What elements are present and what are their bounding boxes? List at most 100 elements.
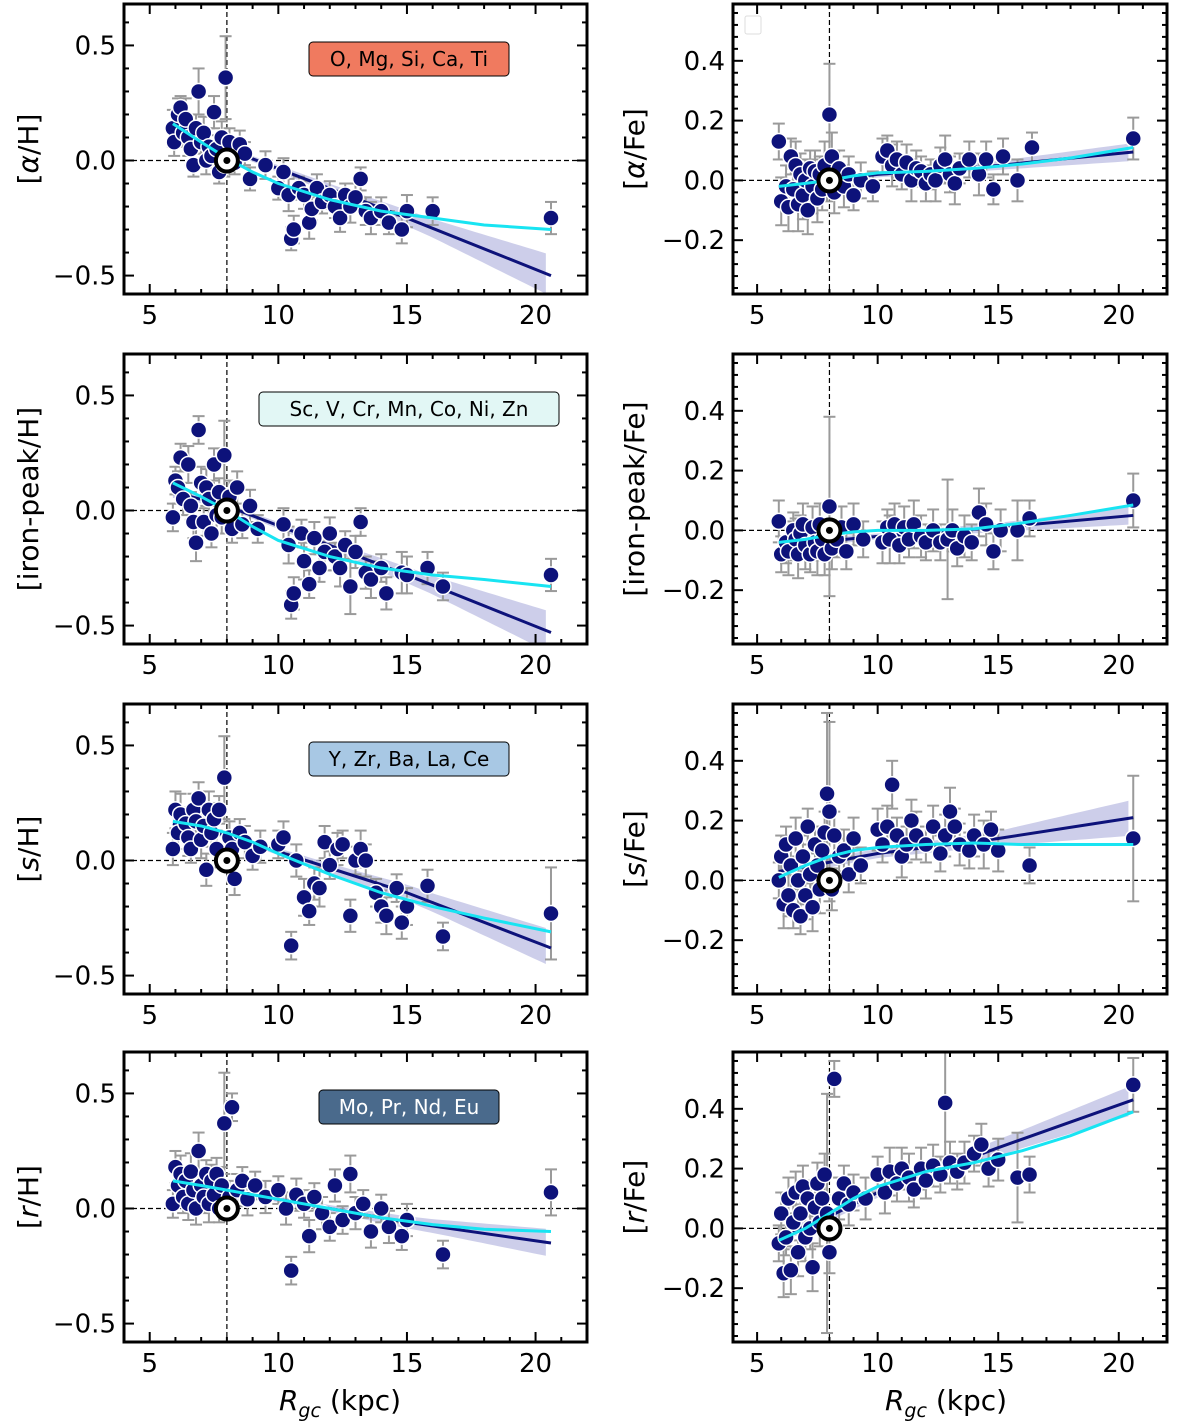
svg-text:Rgc (kpc): Rgc (kpc) <box>279 1384 401 1422</box>
y-tick-label: 0.5 <box>75 731 116 761</box>
sun-center <box>223 157 231 165</box>
x-tick-label: 20 <box>519 1349 552 1379</box>
data-point <box>772 1204 790 1223</box>
x-tick-label: 20 <box>519 1001 552 1031</box>
y-tick-label: −0.5 <box>53 262 116 292</box>
data-point <box>844 829 863 848</box>
data-point <box>285 220 303 239</box>
data-point <box>310 879 329 897</box>
data-point <box>905 1180 923 1199</box>
data-point <box>941 802 959 821</box>
plot-area <box>124 1052 587 1342</box>
data-point <box>341 906 360 925</box>
data-point <box>936 150 954 169</box>
x-tick-label: 20 <box>1102 651 1135 681</box>
y-axis-label-prefix: [ <box>618 877 651 888</box>
sun-symbol <box>213 1195 240 1222</box>
data-point <box>779 886 798 905</box>
data-point <box>215 1114 234 1133</box>
sun-center <box>825 876 833 884</box>
y-axis-label-suffix: /Fe] <box>618 810 651 862</box>
smooth-fit-line <box>778 503 1134 544</box>
panel-r_h: 5 10 15 20 −0.5 0.0 0.5 [r/H] Mo, Pr, Nd, Eu <box>12 1050 589 1379</box>
smooth-fit-line <box>172 1179 552 1234</box>
data-point <box>1023 138 1041 157</box>
data-point <box>274 828 293 847</box>
data-point <box>393 1227 411 1245</box>
y-axis-label-prefix: [ <box>618 179 651 190</box>
panel-ironpeak_fe: 5 10 15 20 −0.2 0.0 0.2 0.4 [iron-peak/Fe] <box>618 352 1169 681</box>
data-point <box>256 156 275 174</box>
plot-area <box>733 354 1167 644</box>
data-point <box>936 1094 954 1112</box>
element-group-label-text: Y, Zr, Ba, La, Ce <box>328 747 490 771</box>
data-point <box>542 566 560 584</box>
data-point <box>197 860 216 879</box>
data-point <box>182 1162 200 1181</box>
data-point <box>825 1070 844 1088</box>
data-point <box>794 847 812 866</box>
y-axis-label: [iron-peak/Fe] <box>618 401 651 596</box>
y-axis-label-prefix: [ <box>618 1223 651 1234</box>
panel-alpha_fe: 5 10 15 20 −0.2 0.0 0.2 0.4 [α/Fe] <box>618 2 1169 331</box>
data-point <box>924 817 942 836</box>
data-point <box>182 497 200 515</box>
data-point <box>434 1245 452 1264</box>
data-point <box>825 826 844 845</box>
y-axis-label-suffix: /H] <box>12 114 45 155</box>
smooth-fit-line <box>778 1110 1134 1242</box>
data-point <box>189 421 208 439</box>
y-axis-label-prefix: [ <box>12 872 45 883</box>
y-axis-label-italic: r <box>12 1205 45 1218</box>
data-point <box>970 165 988 184</box>
panel-frame <box>731 352 1169 646</box>
data-point <box>351 513 370 531</box>
y-tick-label: 0.0 <box>75 847 116 877</box>
data-point <box>864 177 882 196</box>
data-point <box>782 1261 800 1279</box>
x-tick-label: 10 <box>861 651 894 681</box>
y-axis-label: [iron-peak/H] <box>12 407 45 591</box>
data-point <box>789 1243 807 1262</box>
element-group-label: O, Mg, Si, Ca, Ti <box>308 41 510 77</box>
data-point <box>946 817 964 836</box>
x-tick-label: 10 <box>262 651 295 681</box>
y-axis-label-prefix: [ <box>12 1218 45 1229</box>
y-axis-label-italic: s <box>12 857 45 872</box>
data-point <box>542 1183 560 1202</box>
data-point <box>326 1176 344 1195</box>
element-group-label-box <box>308 41 510 77</box>
y-axis-label-italic: s <box>618 862 651 877</box>
x-tick-label: 10 <box>262 1001 295 1031</box>
data-point <box>791 1204 810 1223</box>
data-point <box>786 829 805 848</box>
sun-symbol <box>213 497 240 524</box>
y-tick-label: 0.4 <box>684 397 725 427</box>
data-point <box>873 835 892 854</box>
y-axis-label-suffix: /Fe] <box>618 108 651 160</box>
y-axis-label: [r/H] <box>12 1165 45 1229</box>
sun-symbol <box>213 147 240 174</box>
data-point <box>274 515 293 534</box>
plot-area <box>733 704 1167 994</box>
sun-symbol <box>816 167 843 194</box>
x-axis-label-sub: gc <box>904 1400 927 1422</box>
data-point <box>372 1199 390 1218</box>
data-point <box>803 898 822 917</box>
y-tick-label: 0.5 <box>75 1079 116 1109</box>
data-point <box>982 820 1000 839</box>
data-point <box>282 1261 300 1280</box>
y-axis-label: [s/H] <box>12 816 45 883</box>
data-point <box>917 1171 935 1190</box>
svg-text:Rgc (kpc): Rgc (kpc) <box>885 1384 1007 1422</box>
y-tick-label: −0.2 <box>662 926 725 956</box>
y-tick-label: 0.0 <box>684 516 725 546</box>
y-axis-label-suffix: /H] <box>12 1165 45 1206</box>
x-tick-label: 20 <box>1102 1001 1135 1031</box>
data-point <box>902 811 921 830</box>
data-point <box>972 1135 991 1154</box>
panel-ironpeak_h: 5 10 15 20 −0.5 0.0 0.5 [iron-peak/H] Sc, V, Cr,… <box>12 352 589 681</box>
data-point <box>341 1165 360 1183</box>
data-point <box>960 150 979 169</box>
x-tick-label: 15 <box>982 1349 1015 1379</box>
